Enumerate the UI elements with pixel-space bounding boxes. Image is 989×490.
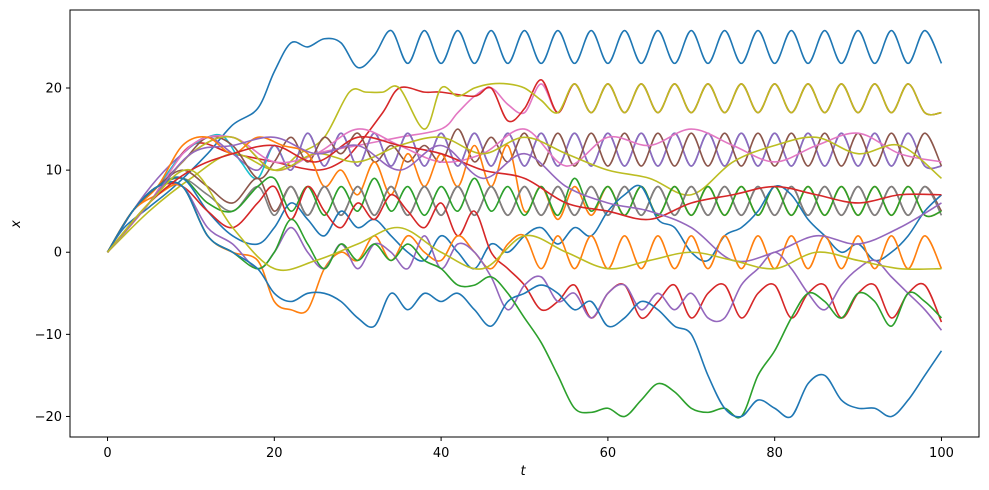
series-line-19 (106, 181, 943, 419)
series-line-17 (106, 181, 943, 331)
y-axis-label: x (9, 220, 24, 229)
series-line-15 (106, 182, 943, 323)
y-tick-label: −20 (35, 410, 62, 425)
series-line-9 (106, 135, 942, 253)
y-tick-label: 20 (45, 82, 62, 97)
series-line-1 (106, 29, 943, 253)
y-tick-label: 0 (54, 246, 62, 261)
x-axis-label: t (520, 464, 526, 479)
series-line-20 (106, 135, 942, 253)
y-tick-label: −10 (35, 328, 62, 343)
x-tick-label: 100 (929, 446, 954, 461)
series-line-18 (106, 181, 943, 419)
series-line-21 (106, 136, 942, 263)
series-line-22 (106, 169, 942, 272)
series-line-4 (106, 82, 942, 253)
series-line-13 (106, 176, 942, 253)
x-tick-label: 0 (103, 446, 111, 461)
x-tick-label: 60 (600, 446, 617, 461)
series-line-7 (106, 128, 943, 253)
y-tick-label: 10 (45, 164, 62, 179)
x-tick-label: 40 (433, 446, 450, 461)
series-layer (106, 29, 943, 419)
x-axis-ticks: 0 20 40 60 80 100 (103, 437, 954, 461)
series-line-14 (106, 176, 943, 270)
x-tick-label: 80 (766, 446, 783, 461)
plot-frame (69, 9, 980, 438)
series-line-16 (106, 183, 943, 314)
y-axis-ticks: −20 −10 0 10 20 (35, 82, 70, 425)
x-tick-label: 20 (266, 446, 283, 461)
